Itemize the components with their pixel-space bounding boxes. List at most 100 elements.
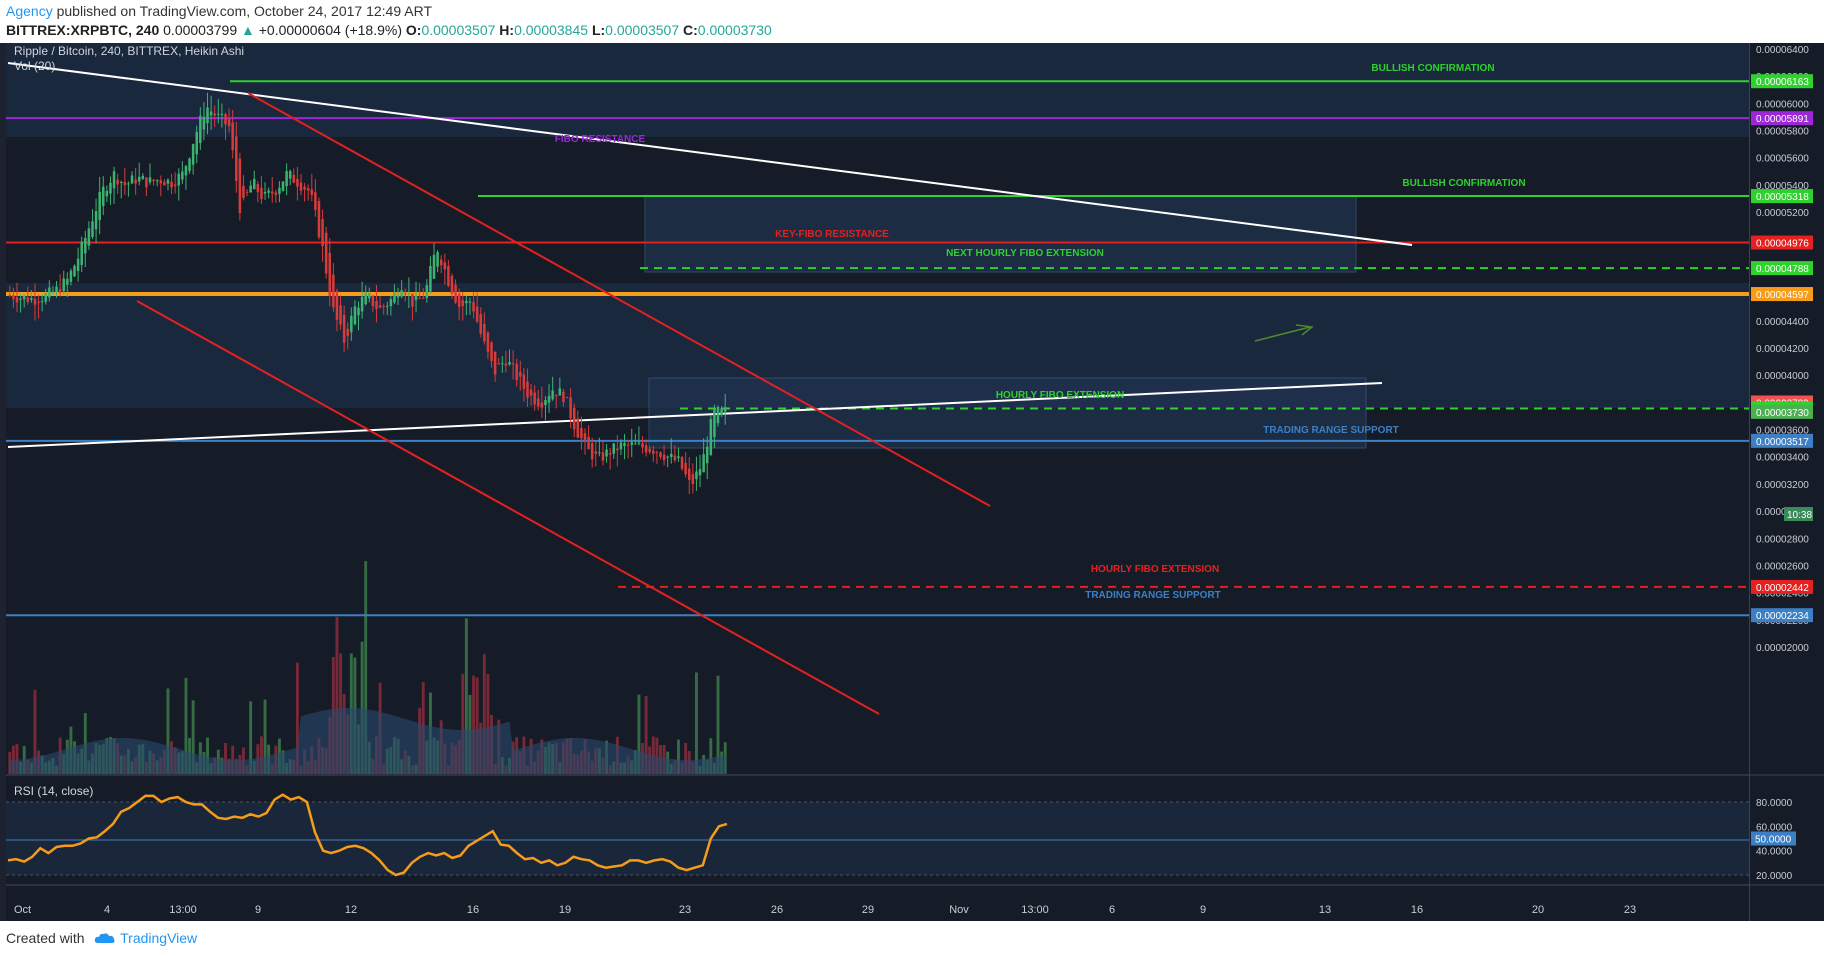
candle-body: [519, 372, 522, 377]
trendline-ascending-white[interactable]: [7, 382, 1383, 448]
time-tick-label: 9: [1200, 904, 1206, 916]
candle-body: [112, 171, 116, 189]
volume-bar: [260, 736, 263, 774]
candle-body: [465, 301, 468, 304]
candle-body: [26, 297, 30, 303]
candle-body: [472, 301, 475, 312]
author-link[interactable]: Agency: [6, 3, 53, 19]
candle-body: [652, 450, 655, 454]
tradingview-logo[interactable]: TradingView: [94, 930, 197, 946]
price-tag-label: 0.00002442: [1756, 583, 1809, 594]
candle-body: [529, 389, 533, 396]
candle-body: [619, 442, 623, 450]
volume-bar: [709, 738, 713, 774]
candle-body: [644, 445, 648, 453]
candle-body: [191, 144, 195, 165]
time-tick-label: Oct: [14, 904, 31, 916]
rsi-legend: RSI (14, close): [14, 784, 93, 798]
candle-body: [173, 184, 177, 187]
candle-body: [590, 442, 594, 460]
candle-body: [274, 192, 278, 196]
price-tag-label: 0.00002234: [1756, 611, 1809, 622]
price-tick-label: 0.00004400: [1756, 317, 1809, 328]
candle-body: [321, 219, 324, 247]
candle-body: [457, 293, 461, 307]
candle-body: [583, 433, 587, 441]
candle-body: [479, 314, 483, 334]
candle-body: [231, 122, 234, 151]
candle-body: [155, 180, 159, 182]
close-label: C:: [683, 22, 698, 38]
candle-body: [655, 452, 659, 454]
price-tag-bg: [1751, 111, 1813, 126]
rsi-pane[interactable]: [6, 776, 1749, 884]
candle-body: [206, 107, 209, 124]
candle-body: [533, 392, 536, 405]
symbol-name[interactable]: BITTREX:XRPBTC, 240: [6, 22, 160, 38]
high-value: 0.00003845: [514, 22, 589, 38]
low-value: 0.00003507: [605, 22, 680, 38]
candle-body: [709, 419, 713, 455]
tradingview-brand[interactable]: TradingView: [120, 930, 198, 946]
annotation-hourly-fibo-red: HOURLY FIBO EXTENSION: [1091, 564, 1219, 575]
chart-canvas[interactable]: BULLISH CONFIRMATION FIBO RESISTANCE BUL…: [0, 43, 1824, 921]
candle-body: [421, 297, 425, 299]
horizontal-levels: [6, 80, 1749, 617]
price-tag-bg: [1751, 404, 1813, 419]
time-tick-label: 19: [559, 904, 571, 916]
annotation-fibo-resistance: FIBO RESISTANCE: [555, 134, 646, 145]
candle-body: [393, 292, 396, 303]
open-value: 0.00003507: [421, 22, 496, 38]
candle-body: [263, 191, 267, 194]
candle-body: [569, 397, 572, 419]
channel-upper-red[interactable]: [247, 92, 991, 507]
price-tag-bg: [1751, 433, 1813, 448]
price-tick-label: 0.00002800: [1756, 534, 1809, 545]
candle-body: [98, 191, 101, 221]
volume-bar: [637, 694, 641, 774]
candle-body: [447, 265, 450, 286]
candle-body: [145, 177, 148, 188]
candle-body: [486, 332, 490, 352]
candle-body: [350, 315, 353, 333]
price-tick-label: 0.00005200: [1756, 208, 1809, 219]
time-axis[interactable]: [6, 886, 1749, 921]
candle-body: [378, 305, 382, 308]
candle-body: [281, 181, 285, 191]
time-tick-label: 13: [1319, 904, 1331, 916]
candle-body: [637, 442, 641, 444]
trendline-descending-white[interactable]: [7, 62, 1413, 246]
candle-body: [84, 237, 87, 254]
candle-body: [19, 298, 22, 300]
candle-body: [278, 187, 281, 194]
price-tick-label: 0.00003200: [1756, 480, 1809, 491]
candle-body: [159, 180, 163, 184]
candle-body: [163, 181, 166, 186]
close-value: 0.00003730: [697, 22, 772, 38]
candle-body: [475, 306, 479, 322]
countdown-label: 10:38: [1787, 510, 1812, 521]
volume-bar: [33, 689, 37, 774]
rsi-band: [6, 802, 1749, 875]
candle-body: [648, 448, 651, 452]
price-tick-label: 0.00005800: [1756, 127, 1809, 138]
candle-body: [414, 295, 418, 301]
volume-bar: [8, 751, 12, 774]
channel-lower-red[interactable]: [136, 300, 880, 715]
volume-bar: [475, 677, 479, 774]
time-axis-ticks: Oct 4 13:00 9 12 16 19 23 26 29 Nov 13:00 6 9 13 16 20 23: [14, 904, 1636, 916]
arrow-head-icon: [1295, 324, 1314, 336]
candle-body: [94, 211, 98, 230]
volume-bar: [206, 737, 209, 774]
candle-body: [87, 228, 91, 246]
created-with-text: Created with: [6, 930, 85, 946]
volume-bar: [191, 700, 195, 774]
volume-bar: [231, 745, 235, 774]
volume-bar: [166, 688, 170, 774]
volume-bar: [695, 672, 698, 774]
candle-body: [296, 178, 299, 187]
volume-bar: [295, 662, 299, 774]
candle-body: [612, 443, 616, 454]
price-tag-bg: [1751, 261, 1813, 276]
price-tag-label: 0.00005318: [1756, 192, 1809, 203]
